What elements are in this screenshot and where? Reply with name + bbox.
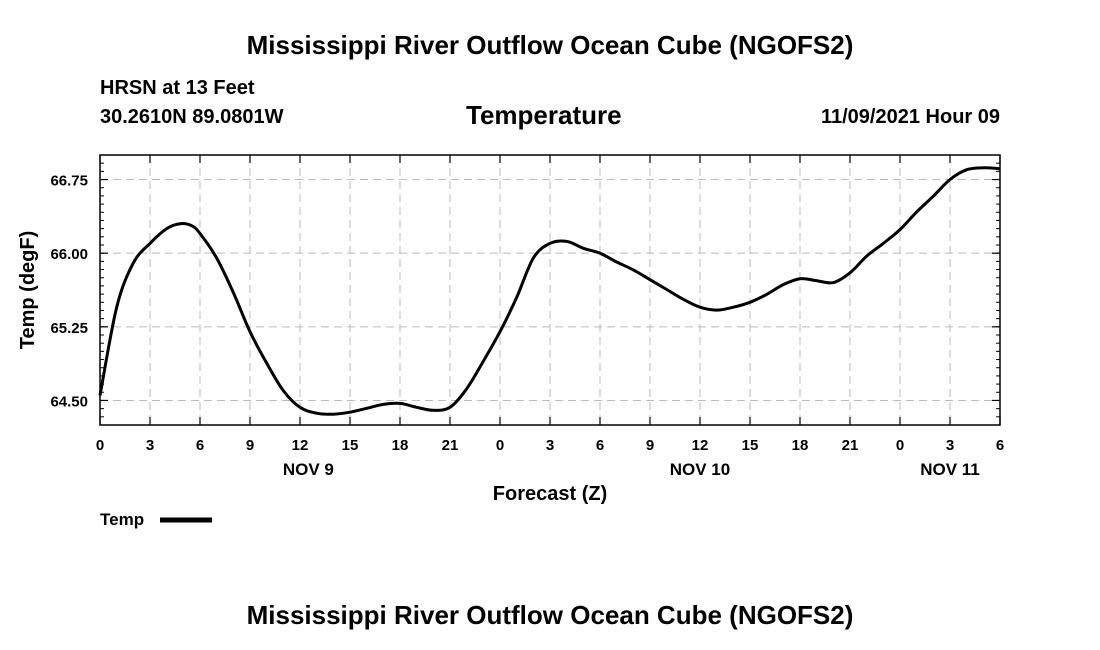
series-line-temp xyxy=(98,166,1001,416)
legend-label: Temp xyxy=(100,510,144,529)
x-tick-label: 9 xyxy=(646,437,654,454)
date-label: NOV 9 xyxy=(283,460,334,479)
x-tick-label: 3 xyxy=(946,437,954,454)
x-tick-label: 0 xyxy=(496,437,504,454)
grid-lines xyxy=(100,155,1000,425)
x-tick-label: 15 xyxy=(342,437,359,454)
x-tick-label: 9 xyxy=(246,437,254,454)
x-tick-label: 3 xyxy=(546,437,554,454)
forecast-datetime: 11/09/2021 Hour 09 xyxy=(820,106,1000,128)
x-tick-label: 6 xyxy=(596,437,604,454)
chart-title-top: Mississippi River Outflow Ocean Cube (NG… xyxy=(246,30,854,60)
x-tick-label: 6 xyxy=(996,437,1004,454)
axis-labels: 0 3 6 9 12 15 18 21 0 3 6 9 12 15 18 21 0 3 6 64.50 65.25 66.… xyxy=(50,173,1004,479)
date-label: NOV 11 xyxy=(920,460,980,479)
station-label: HRSN at 13 Feet xyxy=(100,77,255,99)
x-tick-label: 21 xyxy=(842,437,859,454)
x-tick-label: 15 xyxy=(742,437,759,454)
x-tick-label: 0 xyxy=(896,437,904,454)
x-tick-label: 18 xyxy=(392,437,409,454)
y-axis-title: Temp (degF) xyxy=(17,231,39,350)
y-tick-label: 65.25 xyxy=(50,320,88,337)
y-tick-label: 66.75 xyxy=(50,173,88,190)
x-axis-title: Forecast (Z) xyxy=(493,483,607,505)
y-tick-label: 64.50 xyxy=(50,393,88,410)
station-coordinates: 30.2610N 89.0801W xyxy=(100,106,284,128)
x-tick-label: 21 xyxy=(442,437,459,454)
chart-subtitle: Temperature xyxy=(466,100,622,130)
date-label: NOV 10 xyxy=(670,460,730,479)
x-tick-label: 3 xyxy=(146,437,154,454)
series-layer xyxy=(98,166,1001,416)
x-tick-label: 12 xyxy=(692,437,709,454)
x-tick-label: 6 xyxy=(196,437,204,454)
y-tick-label: 66.00 xyxy=(50,246,88,263)
x-tick-label: 12 xyxy=(292,437,309,454)
chart-title-bottom: Mississippi River Outflow Ocean Cube (NG… xyxy=(246,600,854,630)
axis-ticks xyxy=(99,154,1001,426)
x-tick-label: 18 xyxy=(792,437,809,454)
x-tick-label: 0 xyxy=(96,437,104,454)
